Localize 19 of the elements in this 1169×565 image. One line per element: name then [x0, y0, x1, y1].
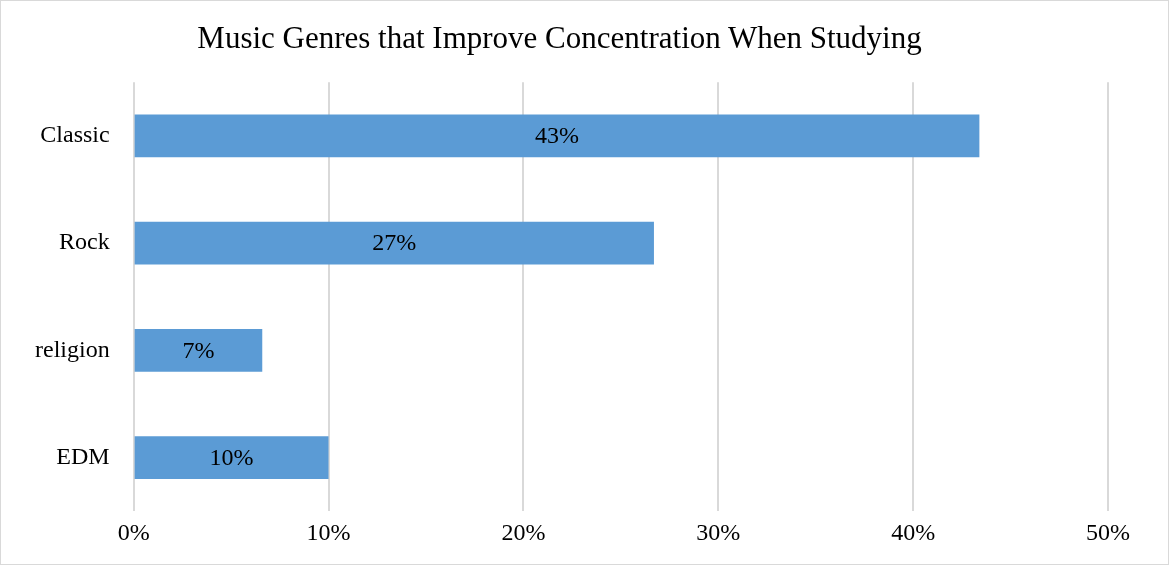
x-tick-label: 40% [891, 518, 936, 545]
chart-title: Music Genres that Improve Concentration When Studying [197, 19, 922, 55]
x-tick-label: 50% [1086, 518, 1130, 545]
data-label: 27% [372, 229, 417, 256]
data-label: 10% [209, 443, 254, 470]
x-tick-label: 30% [696, 518, 741, 545]
bar [134, 436, 329, 480]
x-tick-label: 20% [501, 518, 546, 545]
y-tick-label: religion [34, 335, 110, 362]
bar [134, 221, 654, 265]
y-tick-label: Rock [58, 228, 110, 255]
data-label: 43% [535, 122, 580, 149]
y-tick-label: EDM [56, 442, 110, 469]
data-label: 7% [182, 336, 215, 363]
bar [134, 328, 263, 372]
bar [134, 114, 980, 158]
x-tick-label: 10% [306, 518, 351, 545]
x-tick-label: 0% [117, 518, 150, 545]
y-tick-label: Classic [40, 121, 110, 148]
